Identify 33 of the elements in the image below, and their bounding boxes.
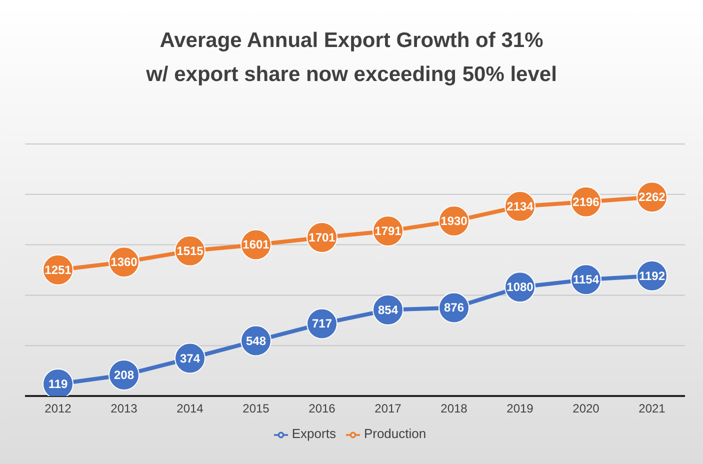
data-label: 374 [180,351,200,366]
legend-label: Exports [292,426,336,441]
data-label: 854 [378,302,398,317]
data-label: 1515 [176,244,204,258]
x-tick-label: 2013 [110,402,138,416]
x-tick-label: 2016 [308,402,336,416]
data-label: 1701 [308,230,336,245]
chart-title: Average Annual Export Growth of 31% w/ export share now exceeding 50% level [145,28,558,88]
x-tick-label: 2012 [44,402,72,416]
x-tick-label: 2017 [374,402,402,416]
data-label: 1080 [506,280,534,294]
data-label: 548 [246,334,266,348]
data-label: 1791 [374,224,402,238]
x-tick-label: 2018 [440,402,468,416]
data-label: 208 [114,368,134,382]
x-tick-label: 2014 [176,402,204,416]
data-label: 1154 [572,272,600,287]
data-label: 1251 [44,262,72,277]
data-label: 1930 [440,214,468,228]
data-label: 119 [48,377,68,392]
data-label: 2134 [506,199,534,214]
x-tick-label: 2020 [572,402,600,416]
x-tick-label: 2019 [506,402,534,416]
data-label: 717 [312,316,332,331]
data-label: 1192 [638,268,666,283]
data-label: 876 [444,300,464,315]
data-label: 2262 [638,190,666,204]
legend-label: Production [364,426,426,441]
x-tick-label: 2015 [242,402,270,416]
data-label: 1601 [242,238,270,252]
x-tick-label: 2021 [638,402,666,416]
data-label: 1360 [110,255,138,270]
data-label: 2196 [572,194,600,209]
